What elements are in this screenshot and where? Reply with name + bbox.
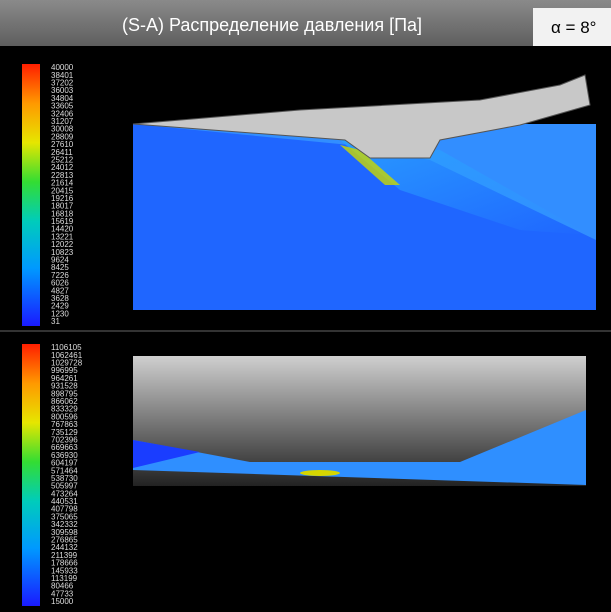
colorbar (22, 64, 40, 326)
hotspot (300, 470, 340, 476)
page: (S-A) Распределение давления [Па] α = 8°… (0, 0, 611, 612)
colorbar (22, 344, 40, 606)
title: (S-A) Распределение давления [Па] (122, 15, 422, 35)
angle: α = 8° (551, 18, 596, 37)
colorbar-label: 15000 (51, 597, 74, 606)
colorbar-label: 31 (51, 317, 60, 326)
